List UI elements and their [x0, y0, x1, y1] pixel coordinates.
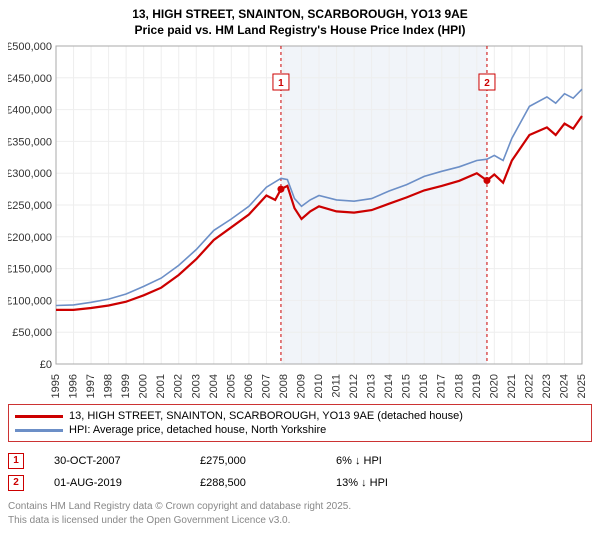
y-tick-label: £0 — [40, 359, 52, 371]
y-tick-label: £400,000 — [8, 105, 52, 117]
legend-label: HPI: Average price, detached house, Nort… — [69, 424, 326, 436]
x-tick-label: 2023 — [541, 374, 553, 398]
sale-row: 2 01-AUG-2019 £288,500 13% ↓ HPI — [8, 472, 592, 494]
x-tick-label: 2024 — [558, 374, 570, 398]
x-tick-label: 2005 — [225, 374, 237, 398]
x-tick-label: 2014 — [383, 374, 395, 398]
legend-item: HPI: Average price, detached house, Nort… — [15, 423, 585, 437]
chart-svg: £0 £50,000 £100,000 £150,000 £200,000 £250,00… — [8, 38, 592, 398]
y-tick-label: £500,000 — [8, 41, 52, 53]
sale-marker-ref: 1 — [8, 453, 24, 469]
y-tick-label: £300,000 — [8, 169, 52, 181]
sale-price: £275,000 — [200, 455, 330, 467]
sale-row: 1 30-OCT-2007 £275,000 6% ↓ HPI — [8, 450, 592, 472]
x-tick-label: 1999 — [120, 374, 132, 398]
x-tick-label: 2015 — [401, 374, 413, 398]
x-tick-label: 2002 — [173, 374, 185, 398]
sale-date: 01-AUG-2019 — [54, 477, 194, 489]
legend-swatch — [15, 415, 63, 418]
x-tick-label: 2011 — [331, 374, 343, 398]
x-tick-label: 2000 — [138, 374, 150, 398]
x-tick-label: 2013 — [366, 374, 378, 398]
x-tick-label: 2003 — [190, 374, 202, 398]
x-tick-label: 2007 — [260, 374, 272, 398]
footnote-licence: This data is licensed under the Open Gov… — [8, 515, 290, 526]
sales-table: 1 30-OCT-2007 £275,000 6% ↓ HPI 2 01-AUG-2019… — [8, 450, 592, 494]
price-chart: £0 £50,000 £100,000 £150,000 £200,000 £250,00… — [8, 38, 592, 398]
sale-marker-label: 1 — [278, 78, 284, 89]
y-tick-label: £250,000 — [8, 200, 52, 212]
y-tick-label: £200,000 — [8, 232, 52, 244]
sale-hpi-delta: 6% ↓ HPI — [336, 455, 486, 467]
x-tick-label: 2001 — [155, 374, 167, 398]
x-tick-label: 2025 — [576, 374, 588, 398]
x-tick-label: 2008 — [278, 374, 290, 398]
sale-date: 30-OCT-2007 — [54, 455, 194, 467]
sale-marker-label: 2 — [484, 78, 490, 89]
x-tick-label: 2021 — [506, 374, 518, 398]
sale-marker-ref: 2 — [8, 475, 24, 491]
x-tick-label: 2006 — [243, 374, 255, 398]
x-tick-label: 1995 — [50, 374, 62, 398]
x-tick-label: 1996 — [68, 374, 80, 398]
x-tick-label: 2020 — [488, 374, 500, 398]
x-tick-label: 2019 — [471, 374, 483, 398]
sale-marker-dot — [483, 177, 490, 184]
legend-item: 13, HIGH STREET, SNAINTON, SCARBOROUGH, … — [15, 409, 585, 423]
sale-marker-dot — [277, 186, 284, 193]
x-tick-label: 2012 — [348, 374, 360, 398]
y-tick-label: £50,000 — [12, 328, 52, 340]
y-tick-label: £350,000 — [8, 137, 52, 149]
y-tick-label: £150,000 — [8, 264, 52, 276]
legend-label: 13, HIGH STREET, SNAINTON, SCARBOROUGH, … — [69, 410, 463, 422]
footnote: Contains HM Land Registry data © Crown c… — [8, 500, 592, 527]
x-tick-label: 1998 — [103, 374, 115, 398]
x-tick-label: 1997 — [85, 374, 97, 398]
x-tick-label: 2010 — [313, 374, 325, 398]
sale-hpi-delta: 13% ↓ HPI — [336, 477, 486, 489]
chart-title: 13, HIGH STREET, SNAINTON, SCARBOROUGH, … — [8, 6, 592, 38]
footnote-copyright: Contains HM Land Registry data © Crown c… — [8, 501, 351, 512]
x-tick-label: 2016 — [418, 374, 430, 398]
title-address: 13, HIGH STREET, SNAINTON, SCARBOROUGH, … — [132, 7, 468, 21]
x-tick-label: 2009 — [295, 374, 307, 398]
legend: 13, HIGH STREET, SNAINTON, SCARBOROUGH, … — [8, 404, 592, 442]
y-tick-label: £100,000 — [8, 296, 52, 308]
x-tick-label: 2004 — [208, 374, 220, 398]
x-tick-label: 2018 — [453, 374, 465, 398]
sale-price: £288,500 — [200, 477, 330, 489]
x-tick-label: 2022 — [523, 374, 535, 398]
x-tick-label: 2017 — [436, 374, 448, 398]
y-tick-label: £450,000 — [8, 73, 52, 85]
title-subtitle: Price paid vs. HM Land Registry's House … — [135, 23, 466, 37]
legend-swatch — [15, 429, 63, 432]
